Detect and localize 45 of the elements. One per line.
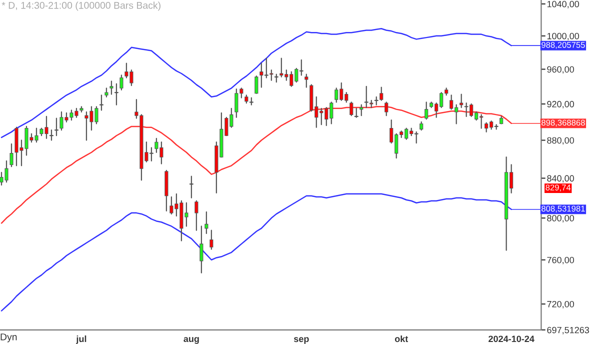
x-tick-label: jul — [76, 335, 86, 344]
y-tick-label: 880,00 — [547, 137, 574, 145]
candlestick — [210, 230, 214, 250]
candlestick — [254, 76, 258, 94]
y-tick-label: 760,00 — [547, 256, 574, 264]
candlestick — [350, 102, 354, 116]
y-tick-label: 697,51263 — [547, 326, 590, 334]
candlestick — [110, 80, 114, 95]
y-tick-label: 800,00 — [547, 214, 574, 222]
candlestick — [380, 86, 384, 101]
candlestick — [360, 104, 364, 116]
candlestick — [424, 102, 428, 120]
candlestick — [374, 96, 378, 106]
y-tick-label: 720,00 — [547, 300, 574, 308]
data-label: 898,368868 — [542, 120, 585, 127]
x-tick-label: 2024-10-24 — [488, 336, 534, 342]
candlestick — [120, 74, 124, 90]
x-tick-label: aug — [184, 337, 199, 344]
candlestick — [114, 83, 119, 106]
candlestick — [10, 143, 14, 168]
text: Dyn — [0, 334, 17, 342]
candlestick — [200, 226, 204, 274]
y-tick-label: 960,00 — [547, 66, 574, 74]
y-tick-label: 840,00 — [547, 175, 574, 183]
candlestick — [194, 200, 198, 231]
candlestick — [364, 86, 368, 108]
y-tick-label: 920,00 — [547, 100, 574, 108]
candlestick — [384, 102, 388, 116]
candlestick — [189, 176, 194, 198]
data-label: 808,531981 — [542, 206, 585, 213]
candlestick — [99, 94, 104, 111]
chart-title: * D, 14:30-21:00 (100000 Bars Back) — [2, 2, 160, 11]
text: 829,74 — [546, 184, 571, 192]
candlestick — [354, 108, 358, 118]
candlestick — [249, 97, 254, 106]
y-tick-label: 1040,00 — [547, 0, 580, 8]
x-tick-label: okt — [394, 335, 408, 342]
candlestick — [54, 118, 59, 136]
x-tick-label: sep — [294, 337, 309, 344]
candlestick — [304, 74, 308, 88]
data-label: 988,205755 — [542, 42, 585, 49]
candlestick — [270, 70, 274, 81]
y-tick-label: 1000,00 — [547, 32, 580, 40]
candlestick — [204, 211, 208, 234]
candlestick — [49, 130, 54, 141]
